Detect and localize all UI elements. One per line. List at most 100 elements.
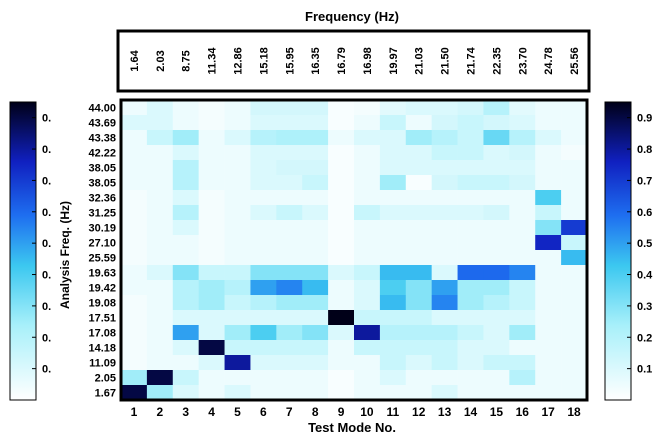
heatmap-cell	[302, 190, 329, 206]
colorbar-tick-label: 0.7	[637, 175, 652, 187]
heatmap-cell	[276, 235, 303, 251]
heatmap-cell	[146, 280, 174, 296]
heatmap-cell	[561, 115, 588, 131]
heatmap-cell	[276, 295, 303, 311]
heatmap-cell	[431, 250, 458, 266]
heatmap-cell	[483, 265, 510, 281]
heatmap-cell	[535, 205, 562, 221]
x-tick-label: 12	[412, 405, 426, 419]
heatmap-cell	[379, 250, 407, 266]
heatmap-cell	[483, 235, 510, 251]
heatmap-cell	[276, 280, 303, 296]
heatmap-cell	[457, 310, 484, 326]
heatmap-cell	[379, 340, 407, 356]
heatmap-cell	[146, 265, 174, 281]
heatmap-cell	[457, 160, 484, 176]
colorbar-gradient	[9, 101, 37, 401]
heatmap-cell	[379, 355, 407, 371]
heatmap-cell	[146, 310, 174, 326]
heatmap-cell	[354, 385, 381, 401]
heatmap-cell	[535, 385, 562, 401]
heatmap-cell	[121, 160, 148, 176]
heatmap-cell	[354, 220, 381, 236]
heatmap-cell	[198, 265, 225, 281]
x-tick-label: 2	[156, 405, 163, 419]
heatmap-cell	[276, 325, 303, 341]
heatmap-cell	[172, 160, 199, 176]
heatmap-cell	[379, 175, 407, 191]
heatmap-cell	[276, 160, 303, 176]
heatmap-cell	[198, 295, 225, 311]
heatmap-cell	[224, 295, 251, 311]
x-tick-label: 3	[182, 405, 189, 419]
heatmap-cell	[354, 295, 381, 311]
heatmap-cell	[328, 175, 355, 191]
heatmap-cell	[198, 145, 225, 161]
x-tick-label: 5	[234, 405, 241, 419]
heatmap-cell	[250, 175, 277, 191]
heatmap-cell	[276, 310, 303, 326]
top-frequency-labels: 1.64 2.03 8.75 11.34 12.86 15.18 15.95 16.35 16.…	[129, 46, 581, 74]
heatmap-cell	[405, 385, 432, 401]
heatmap-cell	[561, 160, 588, 176]
heatmap-cell	[405, 205, 432, 221]
heatmap-cell	[224, 100, 251, 116]
heatmap-cell	[431, 205, 458, 221]
heatmap-cell	[121, 250, 148, 266]
heatmap-cell	[535, 190, 562, 206]
heatmap-cell	[535, 175, 562, 191]
heatmap-cell	[224, 250, 251, 266]
heatmap-cell	[509, 385, 536, 401]
chart-title: Frequency (Hz)	[305, 9, 399, 24]
heatmap-cell	[250, 355, 277, 371]
heatmap-cell	[198, 130, 225, 146]
heatmap-cell	[354, 160, 381, 176]
heatmap-cell	[302, 295, 329, 311]
heatmap-cell	[121, 220, 148, 236]
y-tick-label: 42.22	[88, 148, 116, 160]
heatmap-cell	[535, 370, 562, 386]
heatmap-cell	[561, 250, 588, 266]
heatmap-cell	[483, 355, 510, 371]
heatmap-cell	[405, 220, 432, 236]
heatmap-cell	[302, 160, 329, 176]
heatmap-cell	[172, 235, 199, 251]
heatmap-cell	[457, 340, 484, 356]
heatmap-cell	[250, 235, 277, 251]
heatmap-cell	[302, 385, 329, 401]
heatmap-cell	[354, 100, 381, 116]
heatmap-cell	[328, 295, 355, 311]
heatmap-cell	[172, 280, 199, 296]
colorbar-tick-label: 0.	[42, 113, 51, 125]
top-frequency-label: 24.78	[543, 47, 555, 75]
heatmap-cell	[483, 160, 510, 176]
heatmap-cell	[224, 115, 251, 131]
heatmap-cell	[457, 385, 484, 401]
heatmap-cell	[146, 340, 174, 356]
heatmap-cell	[405, 145, 432, 161]
y-tick-label: 30.19	[88, 223, 116, 235]
heatmap-cell	[561, 190, 588, 206]
heatmap-cell	[405, 100, 432, 116]
heatmap-cell	[535, 130, 562, 146]
colorbar-tick-label: 0.3	[637, 301, 652, 313]
heatmap-cell	[483, 295, 510, 311]
heatmap-cell	[561, 370, 588, 386]
heatmap-cell	[457, 100, 484, 116]
heatmap-cell	[121, 190, 148, 206]
heatmap-cell	[405, 295, 432, 311]
heatmap-cell	[302, 310, 329, 326]
heatmap-cell	[172, 130, 199, 146]
heatmap-cell	[198, 280, 225, 296]
heatmap-cell	[328, 385, 355, 401]
colorbar-tick-label: 0.	[42, 144, 51, 156]
top-frequency-label: 16.35	[310, 47, 322, 75]
x-tick-label: 13	[438, 405, 452, 419]
heatmap-cell	[224, 355, 251, 371]
top-frequency-label: 25.56	[569, 47, 581, 75]
heatmap-cell	[198, 385, 225, 401]
heatmap-cell	[535, 115, 562, 131]
heatmap-cell	[354, 145, 381, 161]
heatmap-cell	[457, 115, 484, 131]
heatmap-cell	[198, 205, 225, 221]
